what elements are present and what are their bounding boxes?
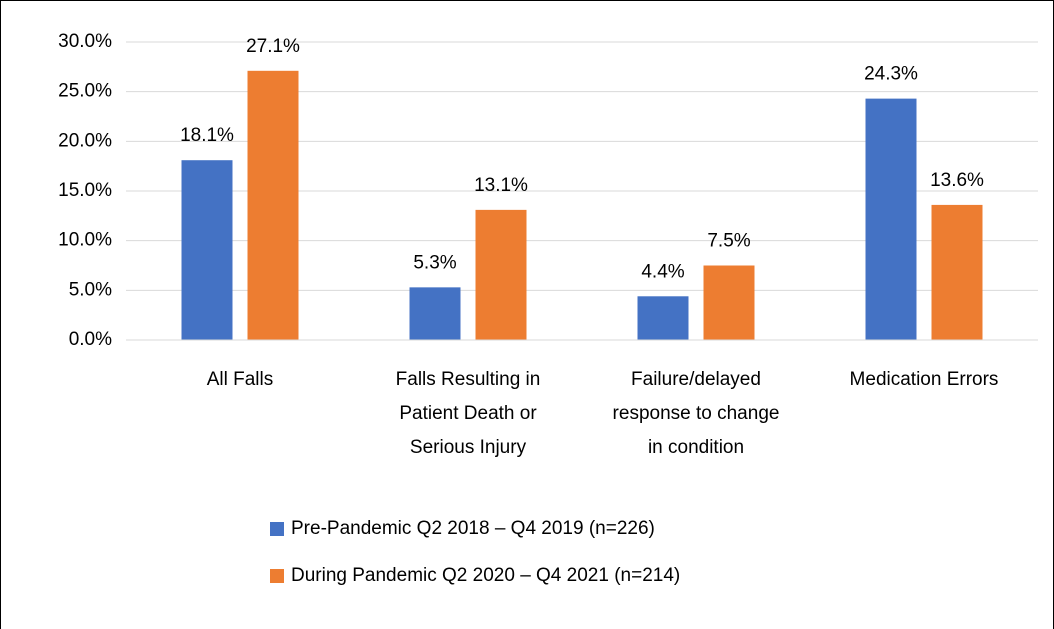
bar xyxy=(703,265,755,340)
data-label: 13.6% xyxy=(930,170,984,191)
legend-swatch xyxy=(270,569,284,583)
data-label: 4.4% xyxy=(641,261,684,282)
legend-label: Pre-Pandemic Q2 2018 – Q4 2019 (n=226) xyxy=(291,518,655,539)
data-label: 27.1% xyxy=(246,36,300,57)
data-label: 13.1% xyxy=(474,175,528,196)
bar xyxy=(475,209,527,340)
y-tick-label: 0.0% xyxy=(69,329,112,350)
bar xyxy=(931,204,983,340)
x-tick-label: Falls Resulting in Patient Death or Seriou… xyxy=(396,369,541,458)
y-tick-label: 25.0% xyxy=(58,81,112,102)
x-tick-label: Failure/delayed response to change in cond… xyxy=(613,369,780,458)
y-tick-label: 10.0% xyxy=(58,230,112,251)
y-tick-label: 15.0% xyxy=(58,180,112,201)
data-label: 18.1% xyxy=(180,125,234,146)
x-tick-label: All Falls xyxy=(207,369,274,390)
y-tick-label: 5.0% xyxy=(69,279,112,300)
bar xyxy=(409,287,461,340)
bar xyxy=(181,160,233,340)
legend-swatch xyxy=(270,522,284,536)
bar xyxy=(637,296,689,340)
y-tick-label: 30.0% xyxy=(58,31,112,52)
data-label: 24.3% xyxy=(864,64,918,85)
data-label: 5.3% xyxy=(413,252,456,273)
x-tick-label: Medication Errors xyxy=(850,369,999,390)
bar xyxy=(865,98,917,341)
y-tick-label: 20.0% xyxy=(58,130,112,151)
data-label: 7.5% xyxy=(707,231,750,252)
legend-label: During Pandemic Q2 2020 – Q4 2021 (n=214… xyxy=(291,565,680,586)
bar xyxy=(247,70,299,340)
